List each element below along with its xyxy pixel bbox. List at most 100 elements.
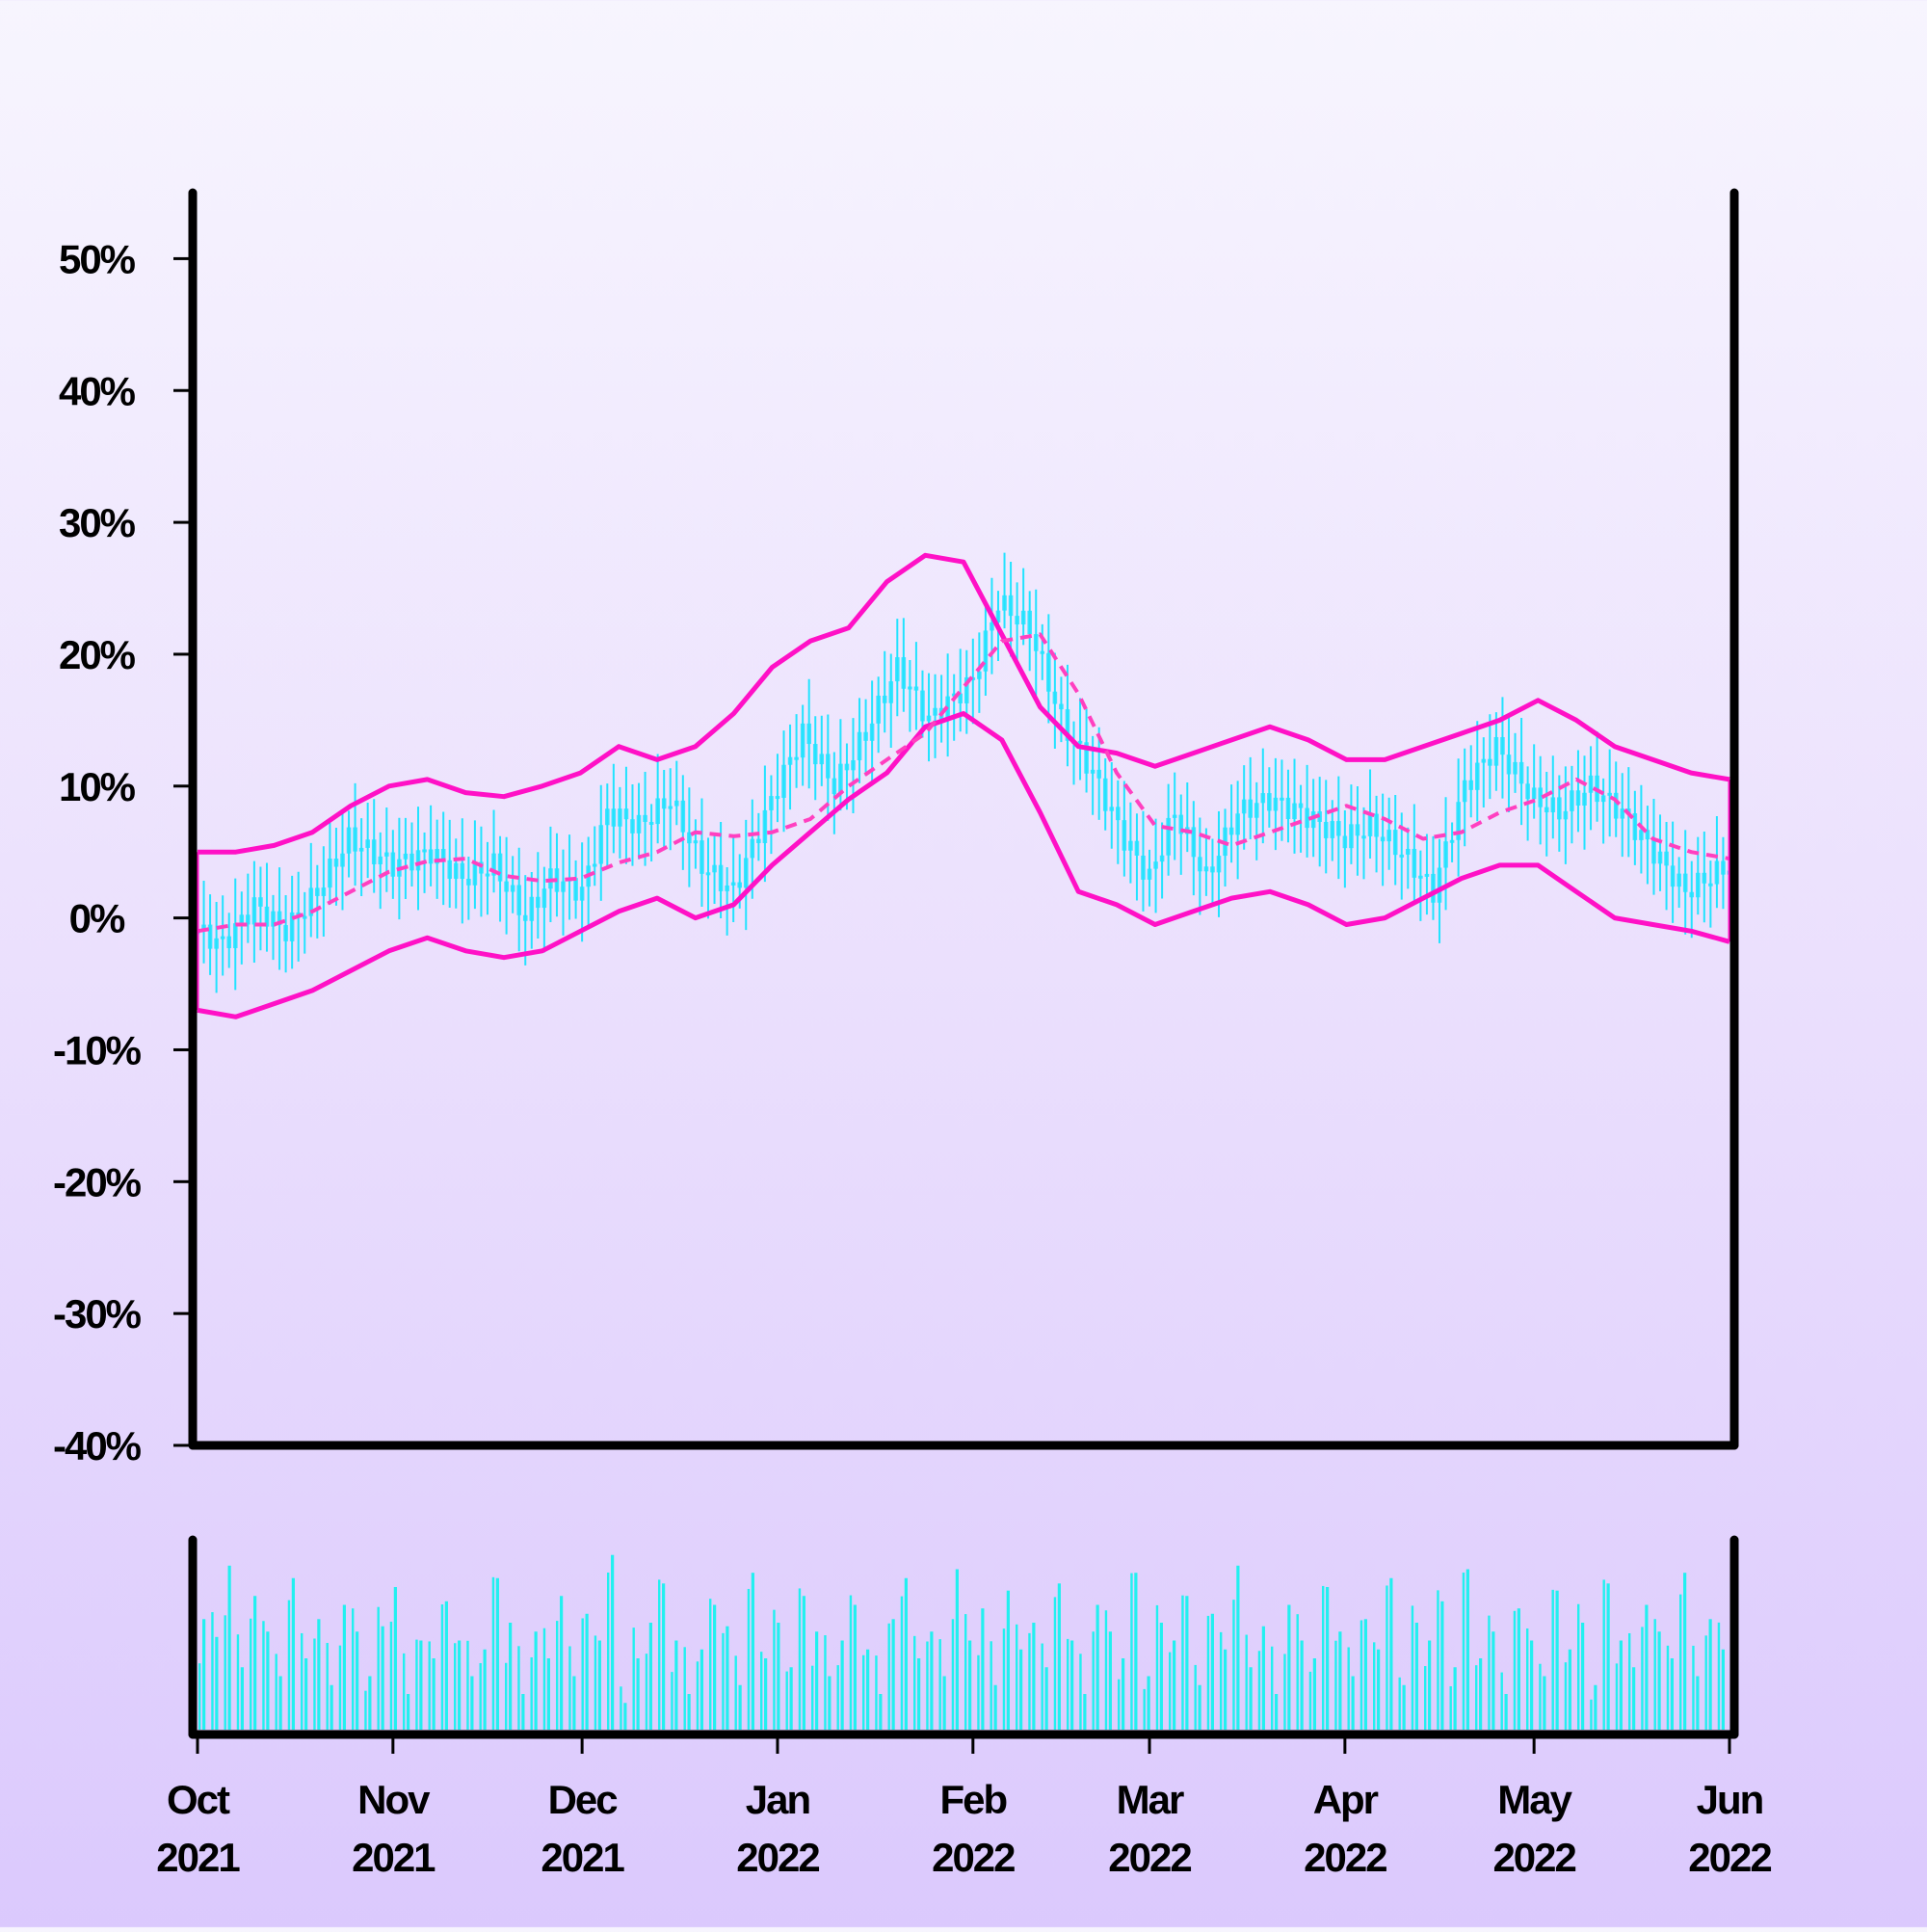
volume-bar: [645, 1654, 648, 1730]
volume-bar: [278, 1676, 282, 1730]
volume-bar: [1300, 1640, 1304, 1730]
volume-bar: [291, 1577, 295, 1730]
volume-bar: [662, 1583, 666, 1730]
candle-body: [725, 885, 729, 891]
volume-bar: [1708, 1619, 1712, 1730]
volume-bar: [198, 1663, 201, 1730]
candle-body: [1721, 860, 1726, 875]
volume-bar: [1543, 1676, 1546, 1730]
volume-bar: [1555, 1590, 1559, 1730]
volume-bar: [1206, 1615, 1210, 1730]
x-tick-year: 2022: [1108, 1835, 1191, 1880]
candle-body: [863, 731, 868, 741]
candle-body: [794, 756, 799, 760]
volume-bar: [1440, 1601, 1444, 1730]
volume-bar: [211, 1612, 214, 1730]
candle-body: [838, 763, 843, 795]
volume-bar: [1044, 1667, 1048, 1730]
volume-bar: [509, 1623, 513, 1730]
volume-bar: [696, 1661, 700, 1730]
volume-bar: [951, 1619, 955, 1730]
volume-bar: [853, 1604, 857, 1730]
volume-bar: [1692, 1645, 1695, 1730]
candle-body: [1109, 807, 1115, 811]
candle-body: [1670, 865, 1676, 887]
candle-body: [1570, 790, 1574, 811]
candle-body: [1235, 813, 1240, 835]
candle-body: [378, 856, 383, 864]
volume-bar: [1261, 1626, 1265, 1730]
candle-body: [328, 859, 332, 888]
candle-body: [806, 723, 811, 745]
volume-bar: [789, 1667, 793, 1730]
x-tick-month: Jun: [1697, 1777, 1763, 1822]
candle-body: [1323, 821, 1329, 838]
candle-body: [592, 863, 597, 867]
candle-body: [1102, 778, 1108, 811]
volume-bar: [840, 1640, 844, 1730]
candle-body: [1708, 883, 1713, 887]
volume-bar: [227, 1565, 231, 1730]
x-tick-year: 2022: [1688, 1835, 1771, 1880]
candle-body: [913, 686, 919, 691]
volume-bar: [798, 1588, 802, 1730]
volume-bar: [1564, 1662, 1568, 1730]
candle-body: [510, 885, 515, 892]
candle-body: [680, 800, 686, 833]
volume-bar: [1257, 1651, 1261, 1730]
volume-bar: [875, 1655, 878, 1730]
candle-body: [390, 852, 396, 877]
volume-bar: [1704, 1635, 1707, 1730]
volume-bar: [1632, 1667, 1636, 1730]
candle-body: [460, 862, 465, 879]
volume-bar: [747, 1588, 751, 1730]
candle-body: [1513, 761, 1518, 775]
candle-body: [618, 808, 622, 827]
candle-body: [435, 849, 439, 864]
candle-body: [1488, 758, 1492, 766]
candle-body: [1563, 810, 1569, 820]
volume-bar: [981, 1608, 985, 1730]
candle-body: [516, 885, 521, 915]
candle-body: [428, 849, 434, 864]
volume-bar: [1210, 1613, 1214, 1730]
candle-body: [340, 853, 345, 867]
candle-body: [226, 936, 232, 948]
volume-bar: [1312, 1658, 1316, 1730]
volume-bar: [1220, 1631, 1223, 1730]
candle-body: [365, 839, 370, 848]
volume-bar: [926, 1641, 929, 1730]
volume-bar: [568, 1646, 571, 1730]
volume-bar: [338, 1645, 342, 1730]
volume-bar: [377, 1606, 380, 1730]
volume-bar: [1539, 1663, 1542, 1730]
x-tick-year: 2022: [736, 1835, 819, 1880]
volume-bar: [1194, 1664, 1197, 1730]
volume-bar: [1653, 1619, 1656, 1730]
candle-body: [737, 882, 743, 888]
candle-body: [1241, 799, 1247, 814]
candle-body: [289, 912, 295, 941]
volume-bar: [1245, 1634, 1248, 1730]
volume-bar: [862, 1654, 865, 1730]
candle-body: [1065, 709, 1070, 741]
volume-bar: [368, 1676, 372, 1730]
candle-body: [497, 853, 503, 882]
volume-bar: [428, 1641, 431, 1730]
volume-bar: [1028, 1632, 1031, 1730]
volume-bar: [891, 1619, 895, 1730]
volume-bar: [317, 1619, 321, 1730]
x-tick-year: 2021: [352, 1835, 436, 1880]
volume-bar: [900, 1596, 904, 1730]
volume-bar: [1185, 1596, 1189, 1730]
volume-bar: [1147, 1676, 1150, 1730]
volume-bar: [1696, 1676, 1700, 1730]
volume-bar: [530, 1656, 533, 1730]
candle-body: [308, 887, 314, 916]
candle-body: [1645, 830, 1650, 840]
candle-body: [1468, 780, 1474, 790]
volume-bar: [1389, 1577, 1393, 1730]
candle-body: [415, 850, 421, 871]
volume-bar: [1159, 1623, 1163, 1730]
x-tick-month: Oct: [167, 1777, 230, 1822]
